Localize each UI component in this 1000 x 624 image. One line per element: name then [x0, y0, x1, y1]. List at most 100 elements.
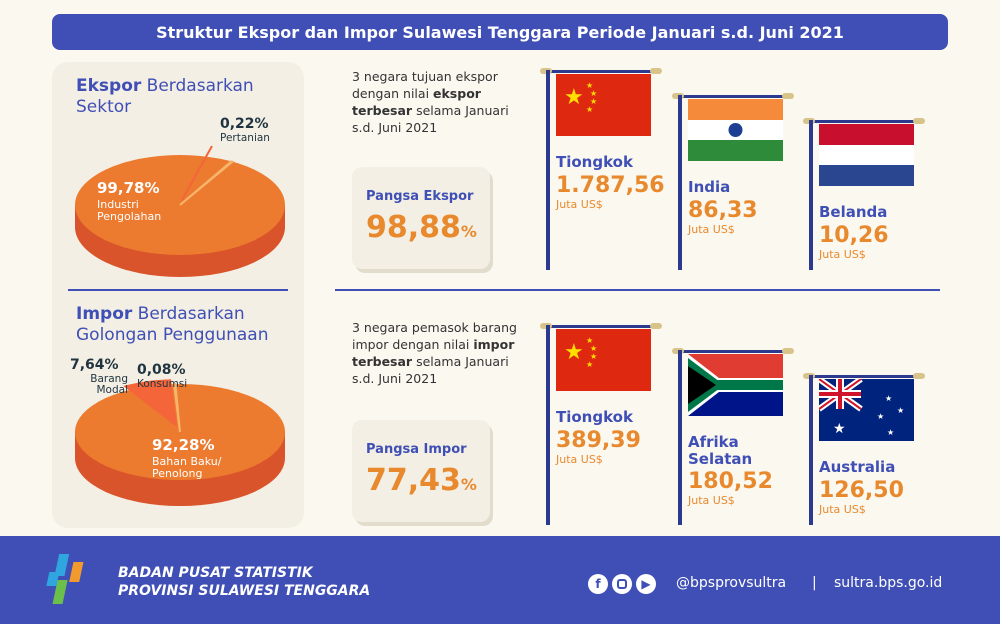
country-value: 86,33	[688, 198, 758, 223]
share-label: Pangsa Impor	[366, 442, 467, 457]
export-description: 3 negara tujuan ekspor dengan nilai eksp…	[352, 68, 522, 136]
import-share-card: Pangsa Impor 77,43%	[352, 420, 490, 522]
china-flag-icon: ★ ★★★★	[556, 74, 651, 136]
country-name: Tiongkok	[556, 408, 633, 426]
svg-text:★: ★	[586, 81, 593, 90]
share-label: Pangsa Ekspor	[366, 189, 474, 204]
desc-part: 3 negara tujuan ekspor dengan nilai	[352, 69, 498, 101]
pie-label-bahan: Bahan Baku/ Penolong	[152, 455, 222, 480]
flag-pole	[546, 325, 550, 525]
pie-label-bahan-value: 92,28%	[152, 436, 215, 454]
flag-rod	[546, 325, 656, 328]
country-unit: Juta US$	[819, 503, 866, 516]
flag-rod	[809, 375, 919, 378]
org-name-line2: PROVINSI SULAWESI TENGGARA	[118, 583, 371, 599]
country-name: Tiongkok	[556, 153, 633, 171]
country-unit: Juta US$	[556, 453, 603, 466]
pie-label-industri: Industri Pengolahan	[97, 198, 162, 223]
pie-label-industri-value: 99,78%	[97, 179, 160, 197]
svg-text:★: ★	[885, 394, 892, 403]
share-unit: %	[460, 475, 477, 494]
org-name-line1: BADAN PUSAT STATISTIK	[118, 565, 313, 581]
flag-pole	[546, 70, 550, 270]
title-bold: Impor	[76, 304, 133, 324]
flag-pole	[678, 350, 682, 525]
youtube-icon[interactable]: ▶	[636, 574, 656, 594]
share-value: 77,43%	[366, 463, 490, 498]
pie-label-pertanian-value: 0,22%	[220, 116, 269, 132]
title-rest: Berdasarkan Golongan Penggunaan	[76, 304, 269, 345]
import-description: 3 negara pemasok barang impor dengan nil…	[352, 319, 522, 387]
country-unit: Juta US$	[819, 248, 866, 261]
pie-slice-barang-modal	[123, 379, 178, 428]
separator: |	[812, 575, 817, 591]
country-value: 1.787,56	[556, 173, 665, 198]
rod-knob	[782, 348, 794, 354]
country-name: Afrika Selatan	[688, 433, 753, 468]
flag-rod	[678, 350, 788, 353]
svg-text:★: ★	[586, 105, 593, 114]
australia-flag-icon: ★★★★★	[819, 379, 914, 441]
facebook-icon[interactable]: f	[588, 574, 608, 594]
flag-rod	[678, 95, 788, 98]
india-flag-icon	[688, 99, 783, 161]
flag-pole	[678, 95, 682, 270]
rod-knob	[650, 68, 662, 74]
desc-part: selama Januari s.d. Juni 2021	[352, 354, 509, 386]
country-unit: Juta US$	[688, 223, 735, 236]
south-africa-flag-icon	[688, 354, 783, 416]
country-unit: Juta US$	[556, 198, 603, 211]
social-handle[interactable]: @bpsprovsultra	[676, 575, 787, 591]
share-value: 98,88%	[366, 210, 490, 245]
page-title: Struktur Ekspor dan Impor Sulawesi Tengg…	[52, 14, 948, 50]
pie-label-modal-value: 7,64%	[70, 357, 119, 373]
desc-bold: impor terbesar	[352, 337, 515, 369]
rod-knob	[913, 118, 925, 124]
desc-bold: ekspor terbesar	[352, 86, 481, 118]
country-value: 126,50	[819, 478, 904, 503]
pie-slice-pertanian	[179, 160, 235, 206]
svg-text:★: ★	[833, 421, 846, 437]
country-name: Australia	[819, 458, 896, 476]
svg-text:★: ★	[590, 344, 597, 353]
divider	[68, 289, 288, 291]
export-pie-chart	[75, 145, 285, 277]
country-name: Belanda	[819, 203, 888, 221]
leader-line	[181, 145, 213, 201]
instagram-icon[interactable]	[612, 574, 632, 594]
country-value: 180,52	[688, 469, 773, 494]
pie-label-pertanian: Pertanian	[220, 132, 270, 144]
flag-rod	[809, 120, 919, 123]
pie-label-konsumsi-value: 0,08%	[137, 362, 186, 378]
flag-rod	[546, 70, 656, 73]
svg-text:★: ★	[897, 406, 904, 415]
export-share-card: Pangsa Ekspor 98,88%	[352, 167, 490, 269]
svg-text:★: ★	[877, 412, 884, 421]
rod-knob	[650, 323, 662, 329]
pie-slice-konsumsi	[172, 383, 181, 433]
title-bold: Ekspor	[76, 76, 142, 96]
svg-text:★: ★	[590, 89, 597, 98]
website-link[interactable]: sultra.bps.go.id	[834, 575, 943, 591]
china-flag-icon: ★ ★★★★	[556, 329, 651, 391]
svg-text:★: ★	[887, 428, 894, 437]
flag-pole	[809, 120, 813, 270]
export-pie-title: Ekspor Berdasarkan Sektor	[76, 76, 276, 118]
svg-text:★: ★	[586, 336, 593, 345]
rod-knob	[782, 93, 794, 99]
country-value: 389,39	[556, 428, 641, 453]
pie-label-konsumsi: Konsumsi	[137, 378, 188, 390]
svg-text:★: ★	[564, 85, 584, 110]
desc-part: selama Januari s.d. Juni 2021	[352, 103, 509, 135]
share-number: 77,43	[366, 463, 461, 498]
flag-pole	[809, 375, 813, 525]
svg-text:★: ★	[590, 97, 597, 106]
country-value: 10,26	[819, 223, 889, 248]
import-pie-title: Impor Berdasarkan Golongan Penggunaan	[76, 304, 291, 346]
country-name: India	[688, 178, 731, 196]
social-icons: f ▶	[588, 574, 656, 594]
svg-text:★: ★	[586, 360, 593, 369]
bps-logo	[46, 554, 84, 604]
pie-label-modal: Barang Modal	[90, 373, 128, 396]
title-rest: Berdasarkan Sektor	[76, 76, 254, 117]
